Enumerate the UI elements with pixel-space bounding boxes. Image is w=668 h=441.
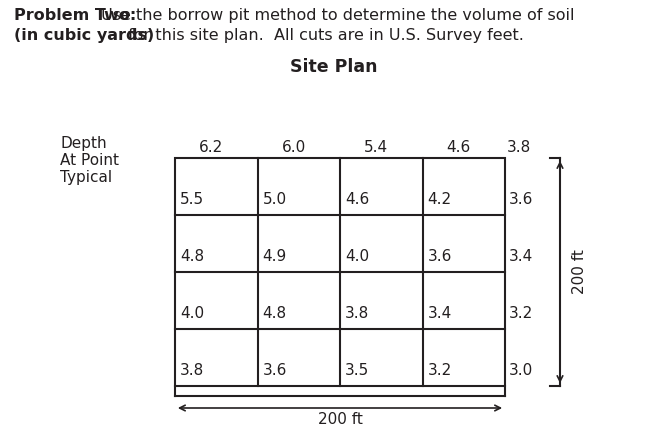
Text: 3.2: 3.2 xyxy=(509,306,533,321)
Text: 200 ft: 200 ft xyxy=(572,250,587,295)
Text: 4.8: 4.8 xyxy=(263,306,287,321)
Text: 3.8: 3.8 xyxy=(507,140,531,155)
Text: 6.2: 6.2 xyxy=(199,140,223,155)
Bar xyxy=(175,158,505,386)
Text: 5.0: 5.0 xyxy=(263,192,287,207)
Text: 3.8: 3.8 xyxy=(180,363,204,378)
Text: 3.8: 3.8 xyxy=(345,306,369,321)
Text: 3.6: 3.6 xyxy=(263,363,287,378)
Text: Problem Two:: Problem Two: xyxy=(14,8,136,23)
Text: 5.5: 5.5 xyxy=(180,192,204,207)
Text: 200 ft: 200 ft xyxy=(317,412,363,427)
Text: 4.6: 4.6 xyxy=(447,140,471,155)
Text: for this site plan.  All cuts are in U.S. Survey feet.: for this site plan. All cuts are in U.S.… xyxy=(123,28,524,43)
Text: 6.0: 6.0 xyxy=(282,140,306,155)
Text: Depth: Depth xyxy=(60,136,107,151)
Text: Typical: Typical xyxy=(60,170,112,185)
Text: Use the borrow pit method to determine the volume of soil: Use the borrow pit method to determine t… xyxy=(96,8,574,23)
Text: 3.0: 3.0 xyxy=(509,363,533,378)
Text: (in cubic yards): (in cubic yards) xyxy=(14,28,154,43)
Text: At Point: At Point xyxy=(60,153,119,168)
Text: 3.5: 3.5 xyxy=(345,363,369,378)
Text: 4.0: 4.0 xyxy=(180,306,204,321)
Text: 3.4: 3.4 xyxy=(428,306,452,321)
Text: 3.4: 3.4 xyxy=(509,249,533,264)
Text: 3.6: 3.6 xyxy=(509,192,533,207)
Text: 4.2: 4.2 xyxy=(428,192,452,207)
Text: 5.4: 5.4 xyxy=(364,140,388,155)
Text: 4.9: 4.9 xyxy=(263,249,287,264)
Text: 4.8: 4.8 xyxy=(180,249,204,264)
Text: 4.6: 4.6 xyxy=(345,192,369,207)
Text: Site Plan: Site Plan xyxy=(291,58,377,76)
Text: 3.2: 3.2 xyxy=(428,363,452,378)
Text: 4.0: 4.0 xyxy=(345,249,369,264)
Text: 3.6: 3.6 xyxy=(428,249,452,264)
